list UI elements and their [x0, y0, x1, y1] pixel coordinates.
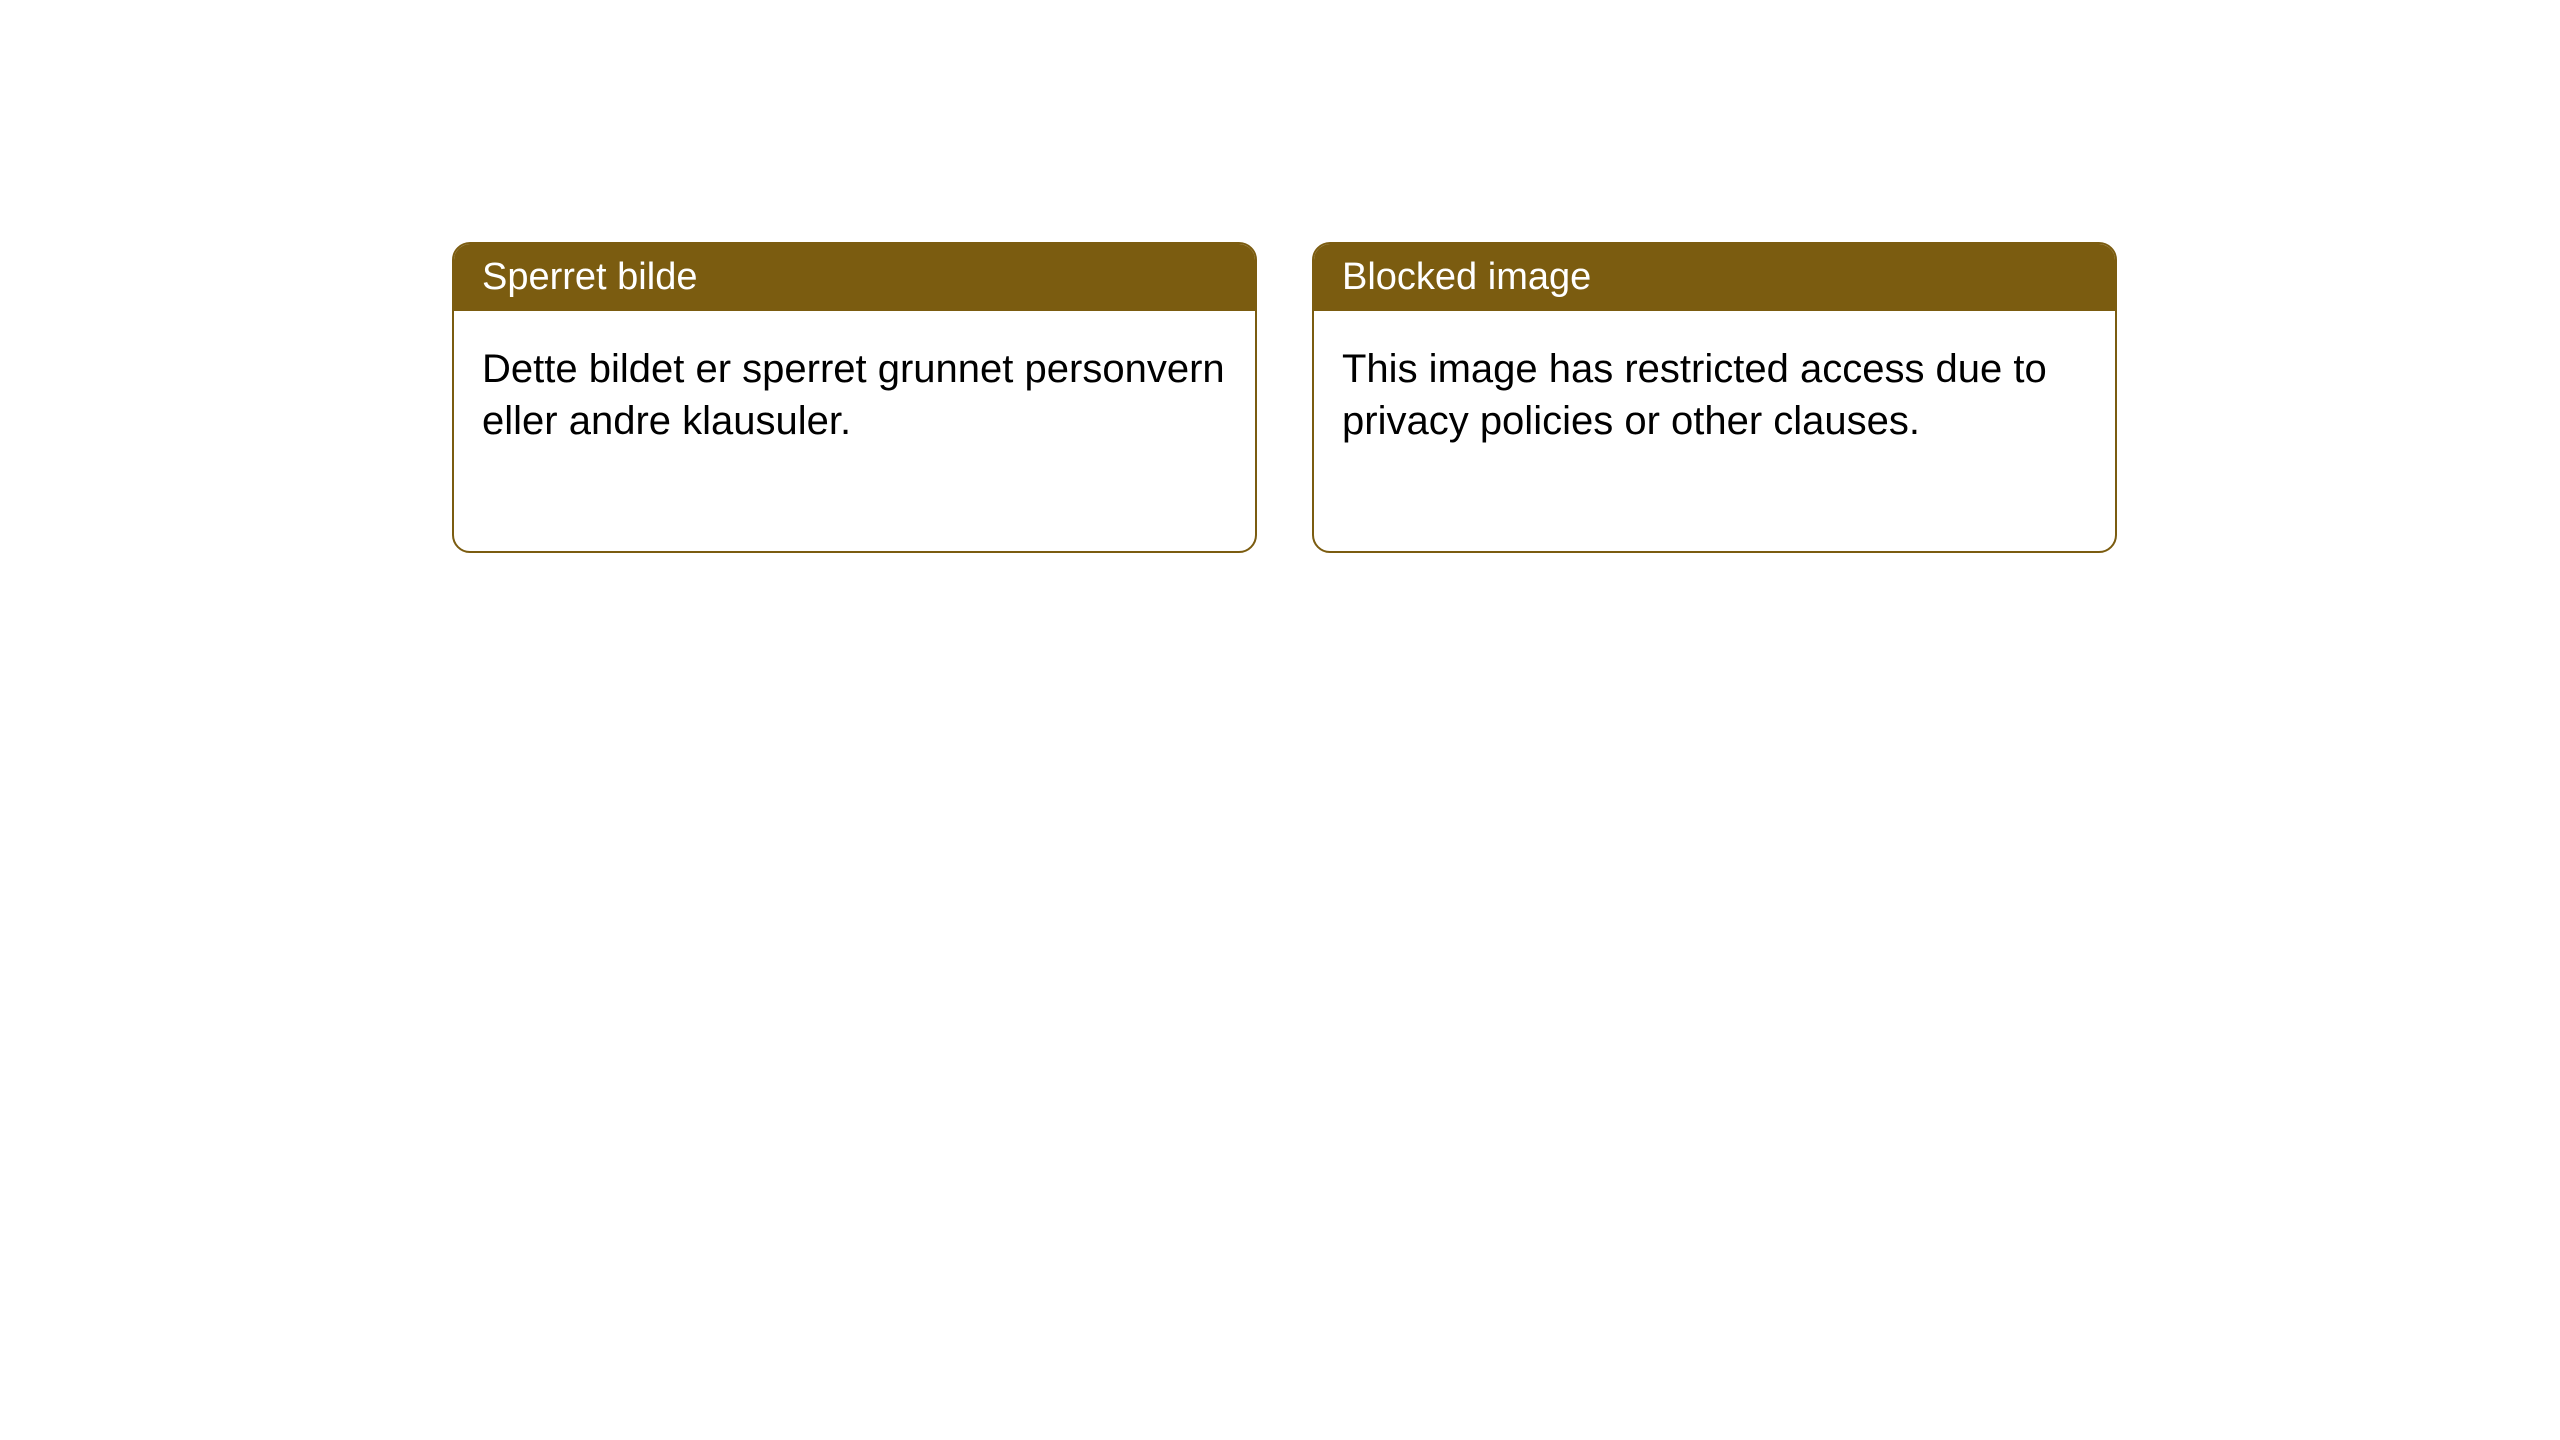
notice-body-english: This image has restricted access due to … [1314, 311, 2115, 551]
notice-title-english: Blocked image [1314, 244, 2115, 311]
notice-body-norwegian: Dette bildet er sperret grunnet personve… [454, 311, 1255, 551]
notice-card-english: Blocked image This image has restricted … [1312, 242, 2117, 553]
notice-title-norwegian: Sperret bilde [454, 244, 1255, 311]
notices-container: Sperret bilde Dette bildet er sperret gr… [0, 0, 2560, 553]
notice-card-norwegian: Sperret bilde Dette bildet er sperret gr… [452, 242, 1257, 553]
